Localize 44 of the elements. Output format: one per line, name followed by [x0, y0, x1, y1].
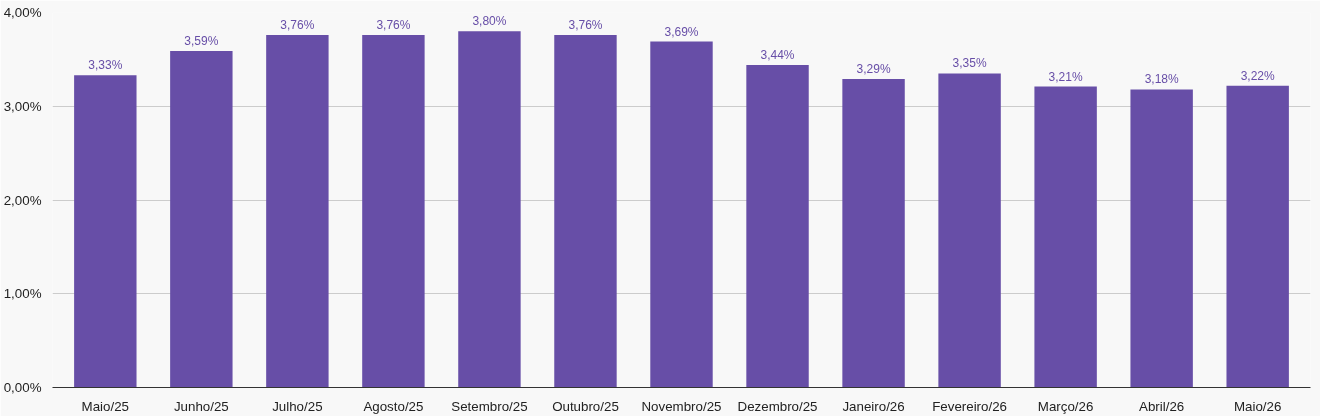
data-label: 3,69% — [664, 24, 699, 39]
y-tick-label: 1,00% — [3, 286, 42, 302]
y-tick-label: 0,00% — [3, 380, 42, 395]
data-label: 3,29% — [856, 62, 891, 77]
x-tick-label: Agosto/25 — [363, 398, 424, 414]
y-tick-label: 4,00% — [3, 5, 42, 20]
x-tick-label: Julho/25 — [272, 398, 323, 414]
y-tick-label: 2,00% — [3, 192, 42, 208]
bar — [362, 35, 425, 388]
x-tick-label: Outubro/25 — [552, 398, 619, 414]
bar — [842, 79, 905, 388]
data-label: 3,21% — [1048, 69, 1083, 84]
data-label: 3,35% — [952, 56, 987, 71]
data-label: 3,18% — [1144, 72, 1179, 87]
data-label: 3,76% — [280, 18, 315, 32]
x-tick-label: Março/26 — [1037, 398, 1094, 414]
x-tick-label: Junho/25 — [173, 398, 229, 414]
data-label: 3,22% — [1240, 68, 1276, 83]
x-tick-label: Abril/26 — [1139, 398, 1185, 414]
bar — [746, 65, 809, 388]
x-tick-label: Novembro/25 — [641, 398, 722, 414]
bar — [74, 75, 137, 388]
data-label: 3,80% — [472, 14, 507, 29]
x-tick-label: Janeiro/26 — [842, 398, 905, 414]
x-tick-label: Setembro/25 — [451, 398, 528, 414]
bar — [458, 31, 521, 388]
y-tick-label: 3,00% — [3, 98, 42, 114]
bar — [1226, 85, 1289, 388]
bar — [938, 73, 1001, 388]
x-tick-label: Fevereiro/26 — [932, 398, 1008, 414]
x-tick-label: Dezembro/25 — [737, 398, 818, 414]
data-label: 3,59% — [184, 33, 219, 48]
x-tick-label: Maio/25 — [81, 398, 130, 414]
bar — [170, 50, 233, 388]
data-label: 3,33% — [88, 58, 123, 73]
bar — [1130, 89, 1193, 388]
data-label: 3,44% — [760, 48, 795, 62]
data-label: 3,76% — [376, 18, 411, 32]
bar — [650, 41, 713, 388]
bar — [266, 35, 329, 388]
bar — [554, 35, 617, 388]
x-tick-label: Maio/26 — [1233, 398, 1282, 414]
data-label: 3,76% — [568, 18, 603, 32]
bar — [1034, 86, 1097, 388]
